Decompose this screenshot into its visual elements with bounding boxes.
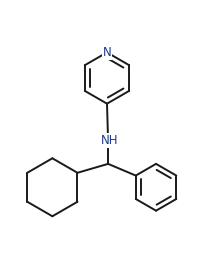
Text: NH: NH [101, 134, 118, 147]
Text: N: N [103, 46, 111, 59]
